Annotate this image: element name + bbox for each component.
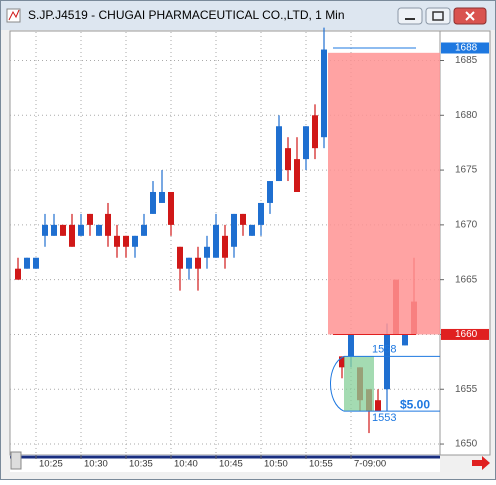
price-mark-bg	[441, 328, 489, 340]
candle-body	[51, 224, 57, 236]
y-tick-label: 1680	[455, 110, 478, 121]
window-title: S.JP.J4519 - CHUGAI PHARMACEUTICAL CO.,L…	[28, 8, 345, 22]
candle-body	[348, 334, 354, 357]
y-tick-label: 1665	[455, 274, 478, 285]
candle-body	[33, 257, 39, 269]
price-mark-label: 1688	[455, 43, 478, 54]
candle-body	[267, 181, 273, 203]
trade-box	[344, 356, 374, 412]
candle-body	[276, 126, 282, 182]
x-tick-label: 10:45	[219, 459, 243, 470]
window-icon	[6, 8, 21, 23]
candle-body	[285, 148, 291, 171]
window-icon-glyph	[8, 9, 20, 21]
box-top-label: 1558	[372, 343, 396, 355]
candle-body	[141, 224, 147, 236]
candle-body	[249, 224, 255, 236]
candle-body	[384, 334, 390, 390]
box-arc	[330, 355, 345, 412]
y-tick-label: 1675	[455, 165, 478, 176]
candle-body	[123, 235, 129, 247]
y-tick-label: 1670	[455, 220, 478, 231]
candle-body	[231, 213, 237, 247]
candle-body	[114, 235, 120, 247]
maximize-button[interactable]	[425, 7, 451, 25]
y-tick-label: 1685	[455, 55, 478, 66]
x-tick-label: 10:25	[39, 459, 63, 470]
x-tick-label: 10:55	[309, 459, 333, 470]
candle-body	[105, 213, 111, 236]
price-mark-bg	[441, 42, 489, 54]
candle-body	[303, 126, 309, 160]
candle-body	[213, 224, 219, 258]
x-tick-label: 7-09:00	[354, 459, 386, 470]
candle-body	[375, 400, 381, 412]
candle-body	[294, 159, 300, 192]
minimize-button[interactable]	[397, 7, 423, 25]
candle-body	[132, 235, 138, 247]
candle-body	[24, 257, 30, 269]
price-mark-label: 1660	[455, 329, 478, 340]
candle-body	[42, 224, 48, 236]
y-tick-label: 1650	[455, 439, 478, 450]
x-tick-label: 10:40	[174, 459, 198, 470]
candle-body	[60, 224, 66, 236]
maximize-glyph	[432, 11, 444, 21]
candle-body	[177, 246, 183, 269]
candle-body	[222, 235, 228, 258]
candle-body	[339, 356, 345, 368]
candle-body	[78, 224, 84, 236]
candle-body	[240, 213, 246, 225]
scroll-handle[interactable]	[10, 451, 22, 470]
box-bottom-label: 1553	[372, 412, 396, 424]
candle-body	[195, 257, 201, 269]
candle-body	[321, 49, 327, 138]
candle-body	[87, 213, 93, 225]
candle-body	[15, 268, 21, 280]
close-glyph	[465, 11, 475, 21]
price-axis	[439, 30, 491, 456]
candle-body	[258, 202, 264, 225]
y-tick-label: 1655	[455, 384, 478, 395]
order-zone	[328, 52, 440, 335]
candle-body	[402, 334, 408, 346]
candle-body	[159, 191, 165, 203]
candle-body	[312, 115, 318, 149]
x-tick-label: 10:35	[129, 459, 153, 470]
x-tick-label: 10:50	[264, 459, 288, 470]
candle-body	[96, 224, 102, 236]
candle-body	[150, 191, 156, 214]
candle-body	[69, 224, 75, 247]
scroll-right-arrow[interactable]	[472, 456, 490, 470]
time-axis	[10, 455, 440, 472]
x-tick-label: 10:30	[84, 459, 108, 470]
candle-body	[204, 246, 210, 258]
candle-body	[168, 191, 174, 225]
candle-body	[186, 257, 192, 269]
box-amount-label: $5.00	[400, 397, 430, 411]
